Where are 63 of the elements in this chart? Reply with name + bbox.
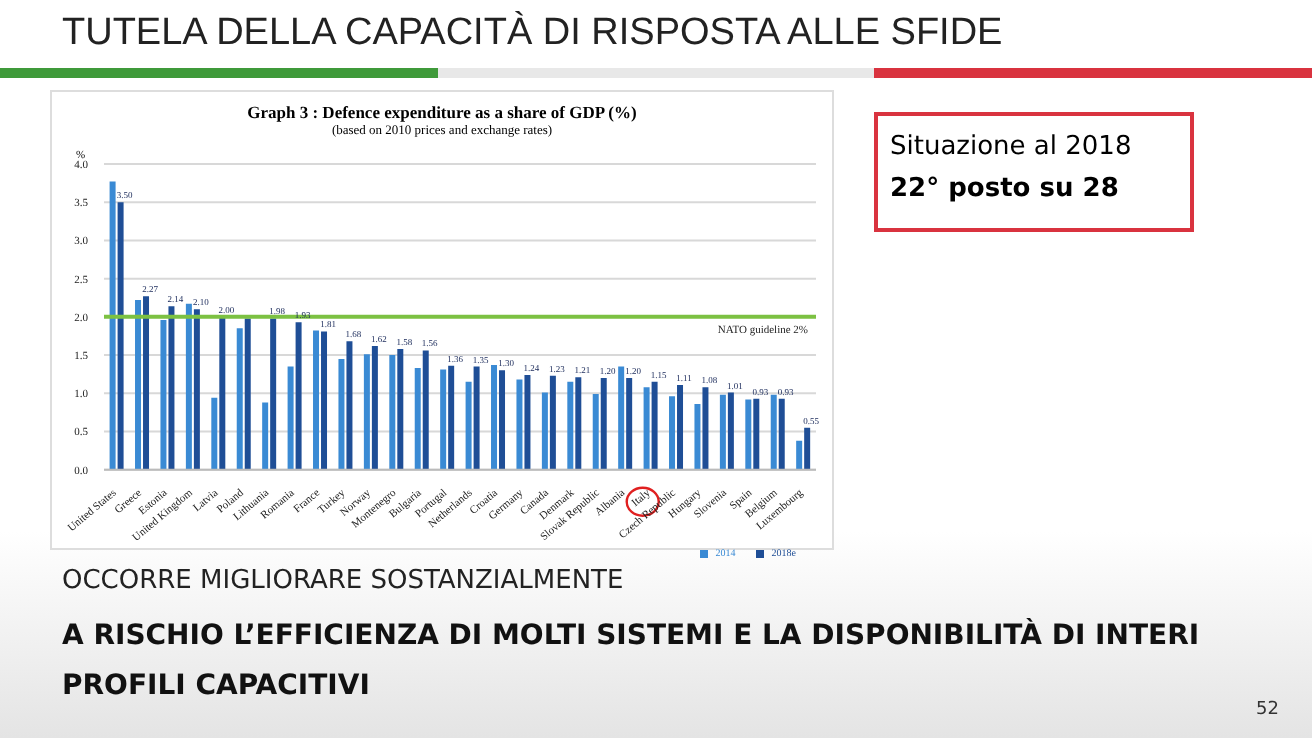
bar [643,387,650,470]
bar [745,399,752,470]
bar [465,381,472,470]
bar [651,381,658,470]
bar [626,378,633,470]
bar [719,394,726,470]
bar [727,392,734,470]
bar [295,322,302,470]
bar [524,374,531,470]
bar [778,398,785,470]
bar [753,398,760,470]
bar [448,365,455,470]
text: 22° posto su 28 [890,174,1121,204]
bar [262,402,269,470]
text: A RISCHIO L’EFFICIENZA DI MOLTI SISTEMI E LA DISPONIBILITÀ DI INTERI PROFILI CAPACITIVI [62,616,1202,706]
bar [244,318,251,470]
text: Situazione al 2018 [890,132,1134,162]
bar [338,358,345,470]
bar [117,202,124,470]
text: TUTELA DELLA CAPACITÀ DI RISPOSTA ALLE SFIDE [62,12,1003,56]
bar [236,328,243,470]
bar [541,392,548,470]
chart-title: Graph 3 : Defence expenditure as a share of GDP (%) [245,102,639,122]
bar [440,369,447,470]
bar [796,440,803,470]
bar [211,397,218,470]
bar [397,348,404,470]
bar [219,316,226,470]
bar [491,365,498,470]
bar [389,355,396,470]
bar [346,341,353,470]
bar [516,379,523,470]
bar [618,366,625,470]
bar [414,368,421,470]
bar [592,394,599,470]
bar [371,345,378,470]
bar [270,318,277,470]
bar [600,378,607,470]
bar [677,384,684,470]
bar [109,181,116,470]
text: 52 [1256,700,1279,720]
bar [575,377,582,470]
bar [669,396,676,470]
bar [363,354,370,470]
bar [193,309,200,470]
bar [702,387,709,470]
bar [160,319,167,470]
bar [499,370,506,470]
bar [770,394,777,470]
bar [694,403,701,470]
bar [168,306,175,470]
bar [473,366,480,470]
bar [135,300,142,470]
bar [549,375,556,470]
bar [567,381,574,470]
bar [321,331,328,470]
bar [287,366,294,470]
bar [185,303,192,470]
bar [143,296,150,470]
bar [804,427,811,470]
bar [313,330,320,470]
text: OCCORRE MIGLIORARE SOSTANZIALMENTE [62,566,624,596]
bar [422,350,429,470]
